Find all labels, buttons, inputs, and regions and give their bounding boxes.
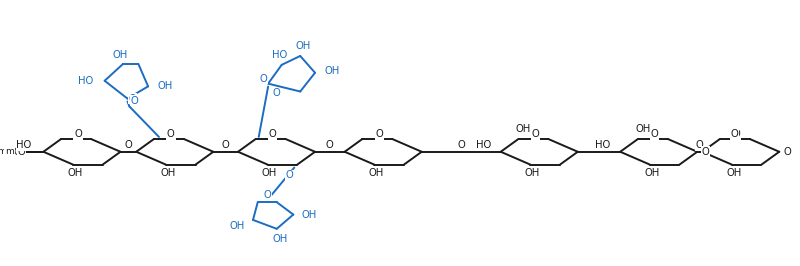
Text: m: m	[0, 147, 6, 156]
Text: OH: OH	[302, 210, 317, 220]
Text: O: O	[458, 140, 465, 150]
Text: OH: OH	[67, 168, 82, 178]
Text: O: O	[125, 140, 132, 150]
Text: O: O	[222, 140, 230, 150]
Text: O: O	[259, 74, 267, 84]
Text: HO: HO	[78, 76, 93, 86]
Text: O: O	[326, 140, 334, 150]
Text: O: O	[595, 140, 603, 150]
Text: m: m	[5, 147, 14, 156]
Text: O: O	[375, 129, 383, 139]
Text: O: O	[269, 129, 277, 139]
Text: O: O	[733, 129, 741, 139]
Text: O: O	[263, 190, 271, 200]
Text: O: O	[731, 129, 738, 139]
Text: O: O	[531, 129, 539, 139]
Text: OH: OH	[644, 168, 659, 178]
Text: O: O	[18, 147, 26, 157]
Text: O: O	[696, 140, 704, 150]
Text: O: O	[272, 89, 280, 98]
Text: OH: OH	[158, 81, 174, 92]
Text: HO: HO	[272, 50, 287, 60]
Text: OH: OH	[635, 124, 650, 134]
Text: OH: OH	[525, 168, 540, 178]
Text: OH: OH	[160, 168, 175, 178]
Text: O: O	[651, 129, 658, 139]
Text: O: O	[129, 94, 136, 103]
Text: HO: HO	[595, 140, 610, 150]
Text: OH: OH	[272, 234, 287, 244]
Text: HO: HO	[475, 140, 491, 150]
Text: O: O	[702, 147, 709, 157]
Text: HO: HO	[16, 140, 31, 150]
Text: O: O	[130, 95, 138, 106]
Text: OH: OH	[325, 66, 340, 76]
Text: OH: OH	[113, 50, 128, 60]
Text: O: O	[14, 147, 22, 157]
Text: O: O	[783, 147, 791, 157]
Text: OH: OH	[726, 168, 742, 178]
Text: OH: OH	[230, 221, 245, 231]
Text: OH: OH	[369, 168, 384, 178]
Text: O: O	[167, 129, 174, 139]
Text: OH: OH	[262, 168, 278, 178]
Text: O: O	[286, 171, 294, 180]
Text: OH: OH	[295, 41, 311, 51]
Text: OH: OH	[516, 124, 531, 134]
Text: O: O	[74, 129, 82, 139]
